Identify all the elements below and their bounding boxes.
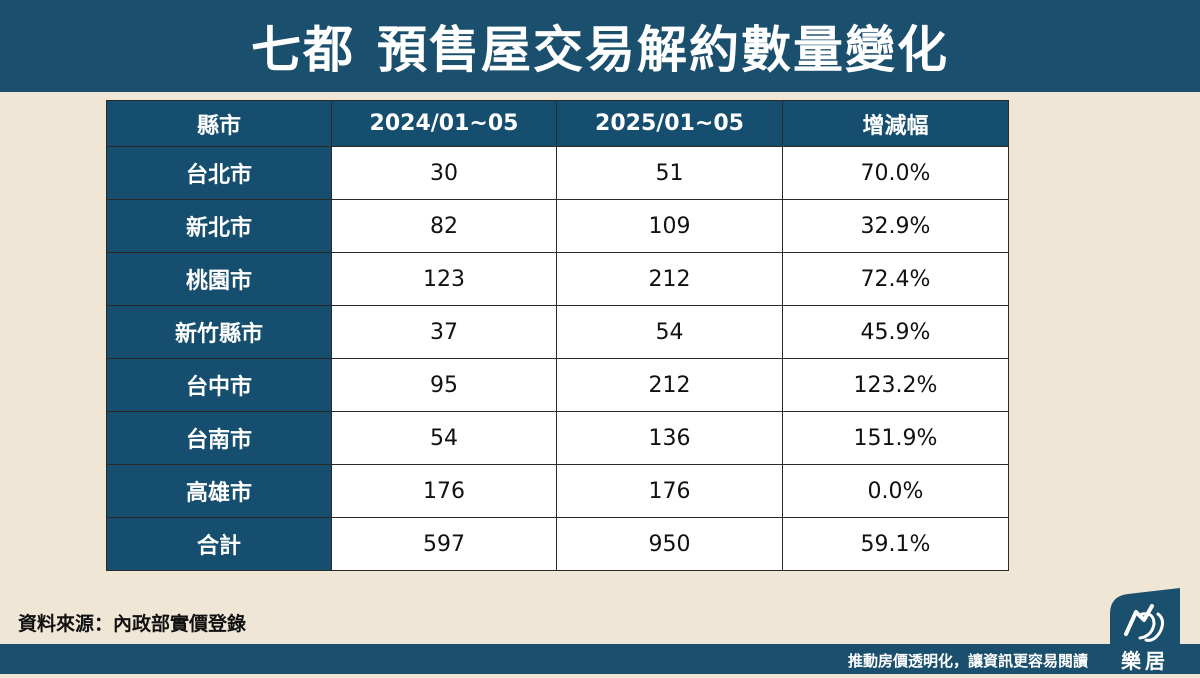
header-2024: 2024/01~05 xyxy=(331,100,557,147)
table-row: 新北市 82 109 32.9% xyxy=(106,199,1009,253)
row-city: 台北市 xyxy=(106,146,332,200)
table-header-row: 縣市 2024/01~05 2025/01~05 增減幅 xyxy=(106,100,1009,147)
source-note: 資料來源：內政部實價登錄 xyxy=(18,613,247,635)
header-city: 縣市 xyxy=(106,100,332,147)
house-script-logo-icon xyxy=(1110,588,1180,674)
row-2024: 123 xyxy=(331,252,557,306)
row-city: 合計 xyxy=(106,517,332,571)
row-change: 70.0% xyxy=(782,146,1009,200)
row-2025: 212 xyxy=(556,358,783,412)
row-city: 台南市 xyxy=(106,411,332,465)
row-2024: 54 xyxy=(331,411,557,465)
brand-logo: 樂居 xyxy=(1096,584,1192,674)
row-city: 高雄市 xyxy=(106,464,332,518)
table-row: 高雄市 176 176 0.0% xyxy=(106,464,1009,518)
row-2024: 95 xyxy=(331,358,557,412)
table-row: 台北市 30 51 70.0% xyxy=(106,146,1009,200)
row-2024: 82 xyxy=(331,199,557,253)
table-total-row: 合計 597 950 59.1% xyxy=(106,517,1009,571)
logo-text: 樂居 xyxy=(1121,649,1169,673)
row-2025: 176 xyxy=(556,464,783,518)
data-table: 縣市 2024/01~05 2025/01~05 增減幅 台北市 30 51 7… xyxy=(106,100,1009,571)
title-part-2: 預售屋交易解約數量變化 xyxy=(377,21,949,79)
row-2024: 597 xyxy=(331,517,557,571)
row-city: 新北市 xyxy=(106,199,332,253)
row-2024: 37 xyxy=(331,305,557,359)
row-2025: 136 xyxy=(556,411,783,465)
row-change: 59.1% xyxy=(782,517,1009,571)
row-change: 123.2% xyxy=(782,358,1009,412)
table-row: 桃園市 123 212 72.4% xyxy=(106,252,1009,306)
row-2024: 30 xyxy=(331,146,557,200)
page-title: 七都 預售屋交易解約數量變化 xyxy=(251,10,949,82)
table-row: 新竹縣市 37 54 45.9% xyxy=(106,305,1009,359)
row-2025: 109 xyxy=(556,199,783,253)
row-city: 桃園市 xyxy=(106,252,332,306)
table-row: 台中市 95 212 123.2% xyxy=(106,358,1009,412)
row-change: 151.9% xyxy=(782,411,1009,465)
row-2024: 176 xyxy=(331,464,557,518)
row-change: 32.9% xyxy=(782,199,1009,253)
title-bar: 七都 預售屋交易解約數量變化 xyxy=(0,0,1200,92)
footer-slogan: 推動房價透明化，讓資訊更容易閱讀 xyxy=(847,652,1088,670)
row-2025: 950 xyxy=(556,517,783,571)
row-city: 新竹縣市 xyxy=(106,305,332,359)
row-change: 45.9% xyxy=(782,305,1009,359)
title-part-1: 七都 xyxy=(251,21,355,79)
data-table-container: 縣市 2024/01~05 2025/01~05 增減幅 台北市 30 51 7… xyxy=(106,100,1009,578)
row-city: 台中市 xyxy=(106,358,332,412)
header-change: 增減幅 xyxy=(782,100,1009,147)
row-change: 72.4% xyxy=(782,252,1009,306)
row-2025: 212 xyxy=(556,252,783,306)
row-2025: 54 xyxy=(556,305,783,359)
table-row: 台南市 54 136 151.9% xyxy=(106,411,1009,465)
header-2025: 2025/01~05 xyxy=(556,100,783,147)
row-2025: 51 xyxy=(556,146,783,200)
footer-bar xyxy=(0,644,1200,674)
row-change: 0.0% xyxy=(782,464,1009,518)
